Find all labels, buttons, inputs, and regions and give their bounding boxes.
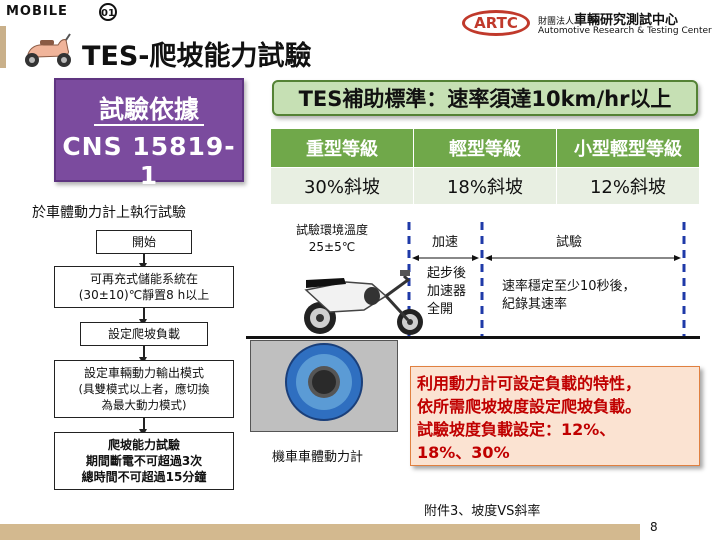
grade-header-small-light: 小型輕型等級 <box>556 128 700 168</box>
accel-description-line2: 加速器 <box>427 284 467 299</box>
grade-table: 重型等級 輕型等級 小型輕型等級 30%斜坡 18%斜坡 12%斜坡 <box>270 128 700 205</box>
org-name-prefix: 財團法人 <box>538 17 575 27</box>
mobile-01-badge-icon: 01 <box>99 3 117 21</box>
org-name-zh: 財團法人車輛研究測試中心 <box>538 9 678 28</box>
dynamometer-housing <box>250 340 398 432</box>
page-title: TES-爬坡能力試驗 <box>82 41 312 72</box>
grade-value-light: 18%斜坡 <box>413 167 557 205</box>
accel-description: 起步後 加速器 全開 <box>427 265 466 319</box>
grade-table-row: 30%斜坡 18%斜坡 12%斜坡 <box>270 167 700 205</box>
artc-logo: ARTC <box>462 10 530 36</box>
grade-header-light: 輕型等級 <box>413 128 557 168</box>
flow-arrow <box>140 254 146 270</box>
flow-step-climb-test-line2: 期間斷電不可超過3次 <box>85 454 203 468</box>
grade-value-heavy: 30%斜坡 <box>270 167 414 205</box>
test-basis-divider <box>94 124 204 126</box>
footer-bar <box>0 524 640 540</box>
test-basis-standard: CNS 15819-1 <box>62 132 236 190</box>
subsidy-standard-box: TES補助標準：速率須達10km/hr以上 <box>272 80 698 116</box>
scooter-icon <box>25 33 71 67</box>
test-diagram <box>304 222 686 336</box>
test-temperature-value: 25±5℃ <box>308 240 356 254</box>
mobile-logo: MOBILE <box>6 4 68 19</box>
flow-step-climb-test: 爬坡能力試驗 期間斷電不可超過3次 總時間不可超過15分鐘 <box>54 432 234 490</box>
svg-text:01: 01 <box>101 8 115 19</box>
flow-arrow <box>140 346 146 364</box>
test-phase-label: 試驗 <box>556 235 583 250</box>
accent-bar <box>0 26 6 68</box>
flow-step-storage-line2: (30±10)℃靜置8 h以上 <box>78 288 210 302</box>
dynamometer-roller-icon <box>285 343 363 421</box>
flow-step-power-mode-line2: (具雙模式以上者，應切換 <box>78 382 210 396</box>
flow-start-text: 開始 <box>131 235 156 249</box>
flow-step-load-text: 設定爬坡負載 <box>107 327 180 341</box>
test-basis-box: 試驗依據 CNS 15819-1 <box>54 78 244 190</box>
note-line2: 依所需爬坡坡度設定爬坡負載。 <box>417 397 642 416</box>
accel-phase-label: 加速 <box>432 235 459 250</box>
dynamometer-label: 機車車體動力計 <box>272 450 364 465</box>
grade-value-small-light: 12%斜坡 <box>556 167 700 205</box>
flow-step-storage: 可再充式儲能系統在 (30±10)℃靜置8 h以上 <box>54 266 234 308</box>
flow-step-storage-line1: 可再充式儲能系統在 <box>89 272 198 286</box>
load-setting-note: 利用動力計可設定負載的特性， 依所需爬坡坡度設定爬坡負載。 試驗坡度負載設定：1… <box>410 366 700 466</box>
grade-header-heavy: 重型等級 <box>270 128 414 168</box>
flow-step-power-mode: 設定車輛動力輸出模式 (具雙模式以上者，應切換 為最大動力模式) <box>54 360 234 418</box>
note-line3: 試驗坡度負載設定：12%、 <box>417 420 616 439</box>
flowchart-caption: 於車體動力計上執行試驗 <box>32 205 186 221</box>
flow-step-load: 設定爬坡負載 <box>80 322 208 346</box>
motorcycle-icon <box>304 270 423 335</box>
grade-table-header-row: 重型等級 輕型等級 小型輕型等級 <box>270 128 700 168</box>
test-temperature-label: 試驗環境溫度 25±5℃ <box>296 222 368 256</box>
flow-arrow <box>140 418 146 436</box>
flow-start-box: 開始 <box>96 230 192 254</box>
appendix-reference: 附件3、坡度VS斜率 <box>424 504 541 519</box>
org-name-en: Automotive Research & Testing Center <box>538 26 712 36</box>
road-surface-line <box>246 336 700 339</box>
test-description-line2: 紀錄其速率 <box>502 297 568 312</box>
accel-description-line3: 全開 <box>427 302 454 317</box>
org-name-main: 車輛研究測試中心 <box>574 13 679 28</box>
test-temperature-title: 試驗環境溫度 <box>296 223 369 237</box>
flow-step-climb-test-line3: 總時間不可超過15分鐘 <box>81 470 207 484</box>
note-line4: 18%、30% <box>417 443 510 462</box>
flow-arrow <box>140 308 146 326</box>
note-line1: 利用動力計可設定負載的特性， <box>417 374 642 393</box>
test-description: 速率穩定至少10秒後， 紀錄其速率 <box>502 278 636 314</box>
test-basis-title: 試驗依據 <box>98 95 199 124</box>
flow-step-power-mode-line3: 為最大動力模式) <box>101 398 187 412</box>
flow-step-climb-test-line1: 爬坡能力試驗 <box>107 438 180 452</box>
page-number: 8 <box>650 520 658 534</box>
accel-description-line1: 起步後 <box>427 266 467 281</box>
flow-step-power-mode-line1: 設定車輛動力輸出模式 <box>83 366 204 380</box>
test-description-line1: 速率穩定至少10秒後， <box>502 279 636 294</box>
